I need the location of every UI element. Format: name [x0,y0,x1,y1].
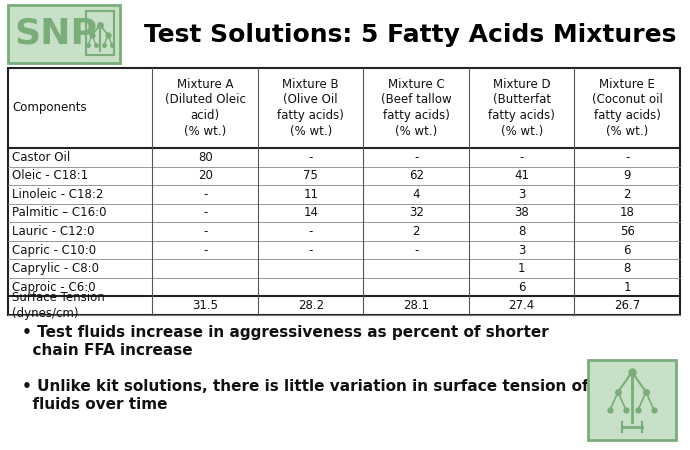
Text: 26.7: 26.7 [614,299,640,312]
Text: -: - [414,243,418,256]
Text: • Test fluids increase in aggressiveness as percent of shorter: • Test fluids increase in aggressiveness… [22,325,549,340]
Text: Castor Oil: Castor Oil [12,151,70,164]
Text: -: - [625,151,629,164]
Text: -: - [520,151,524,164]
Text: -: - [308,151,313,164]
Text: fluids over time: fluids over time [22,397,168,412]
Text: 3: 3 [518,243,525,256]
Text: Surface Tension
(dynes/cm): Surface Tension (dynes/cm) [12,291,105,320]
Text: 11: 11 [303,188,318,201]
Text: Components: Components [12,102,87,114]
Text: 28.1: 28.1 [403,299,429,312]
Text: Mixture E
(Coconut oil
fatty acids)
(% wt.): Mixture E (Coconut oil fatty acids) (% w… [592,77,662,139]
Text: Lauric - C12:0: Lauric - C12:0 [12,225,95,238]
Text: 9: 9 [624,169,631,182]
Text: -: - [203,207,208,220]
Text: • Unlike kit solutions, there is little variation in surface tension of: • Unlike kit solutions, there is little … [22,379,589,394]
Text: 8: 8 [518,225,525,238]
Text: 32: 32 [408,207,424,220]
Text: -: - [203,225,208,238]
Text: Mixture A
(Diluted Oleic
acid)
(% wt.): Mixture A (Diluted Oleic acid) (% wt.) [165,77,246,139]
Text: -: - [308,243,313,256]
Text: 6: 6 [518,281,526,294]
Text: 27.4: 27.4 [509,299,535,312]
Text: 1: 1 [624,281,631,294]
Text: 80: 80 [198,151,213,164]
Text: chain FFA increase: chain FFA increase [22,343,193,358]
Bar [8,5,120,63]
Text: 28.2: 28.2 [297,299,324,312]
Text: 8: 8 [624,262,631,275]
Text: Palmitic – C16:0: Palmitic – C16:0 [12,207,106,220]
Text: 62: 62 [408,169,424,182]
Text: 56: 56 [620,225,635,238]
Bar [588,360,676,440]
Text: 20: 20 [198,169,213,182]
Text: 75: 75 [304,169,318,182]
Text: Mixture B
(Olive Oil
fatty acids)
(% wt.): Mixture B (Olive Oil fatty acids) (% wt.… [277,77,344,139]
Bar [8,68,680,315]
Text: -: - [203,243,208,256]
Text: -: - [308,225,313,238]
Text: Test Solutions: 5 Fatty Acids Mixtures: Test Solutions: 5 Fatty Acids Mixtures [144,23,676,47]
Text: Linoleic - C18:2: Linoleic - C18:2 [12,188,104,201]
Text: Mixture C
(Beef tallow
fatty acids)
(% wt.): Mixture C (Beef tallow fatty acids) (% w… [381,77,451,139]
Text: 41: 41 [514,169,529,182]
Text: 31.5: 31.5 [193,299,218,312]
Text: Mixture D
(Butterfat
fatty acids)
(% wt.): Mixture D (Butterfat fatty acids) (% wt.… [489,77,555,139]
Bar [86,11,114,55]
Text: Caprylic - C8:0: Caprylic - C8:0 [12,262,99,275]
Text: 6: 6 [624,243,631,256]
Text: 1: 1 [518,262,526,275]
Text: 38: 38 [514,207,529,220]
Text: 2: 2 [624,188,631,201]
Text: -: - [203,188,208,201]
Text: 18: 18 [620,207,635,220]
Text: -: - [414,151,418,164]
Text: 2: 2 [413,225,420,238]
Text: Caproic - C6:0: Caproic - C6:0 [12,281,96,294]
Text: Capric - C10:0: Capric - C10:0 [12,243,96,256]
Text: SNP: SNP [14,17,97,51]
Text: 14: 14 [303,207,318,220]
Text: Oleic - C18:1: Oleic - C18:1 [12,169,88,182]
Text: 4: 4 [413,188,420,201]
Text: 3: 3 [518,188,525,201]
